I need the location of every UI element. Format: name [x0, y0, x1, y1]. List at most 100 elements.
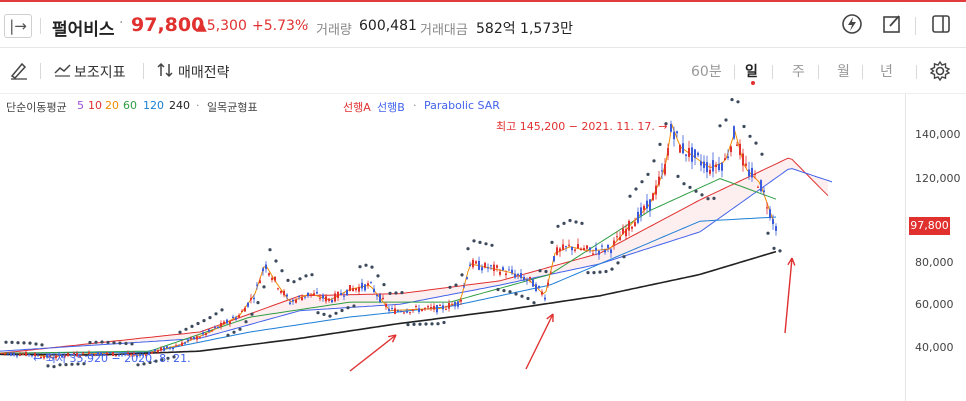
- candle-body: [601, 245, 603, 247]
- candle-body: [241, 310, 243, 312]
- ma10-label: 10: [88, 99, 102, 112]
- sar-dot: [388, 291, 392, 295]
- candle-body: [481, 267, 483, 271]
- candle-body: [250, 297, 252, 300]
- price-axis-border: [905, 94, 906, 401]
- candle-body: [637, 211, 639, 223]
- candle-body: [727, 156, 729, 159]
- candle-body: [478, 260, 480, 270]
- candle-body: [544, 297, 546, 300]
- candle-body: [202, 332, 204, 335]
- candle-body: [358, 286, 360, 292]
- annotation-arrow: [525, 313, 554, 370]
- ma60-label: 60: [123, 99, 137, 112]
- amount-value: 582억 1,573만: [476, 21, 574, 37]
- edit-icon[interactable]: [879, 13, 905, 39]
- candle-body: [190, 337, 192, 339]
- candle-body: [412, 309, 414, 311]
- sar-dot: [526, 296, 530, 301]
- candle-body: [598, 250, 600, 255]
- active-period-dot: [751, 81, 755, 85]
- divider: [734, 65, 735, 79]
- candle-body: [337, 292, 339, 298]
- candle-body: [301, 297, 303, 301]
- sar-dot: [628, 194, 632, 198]
- span-b-line: [0, 168, 833, 352]
- candle-body: [571, 246, 573, 251]
- sar-dot: [238, 327, 242, 331]
- sar-dot: [766, 231, 770, 235]
- candle-body: [760, 180, 762, 192]
- sar-dot: [130, 342, 134, 346]
- sar-dot: [244, 320, 248, 324]
- candle-body: [757, 186, 759, 188]
- indicator-button[interactable]: 보조지표: [74, 65, 126, 81]
- sar-dot: [184, 327, 188, 331]
- candle-body: [472, 259, 474, 268]
- price-chart[interactable]: [0, 94, 906, 401]
- candle-body: [148, 352, 150, 355]
- sar-dot: [136, 363, 140, 367]
- candle-body: [427, 306, 429, 308]
- candle-body: [211, 330, 213, 332]
- sar-dot: [34, 342, 38, 346]
- candle-body: [58, 353, 60, 355]
- expand-icon[interactable]: |→: [4, 14, 32, 38]
- candle-body: [310, 293, 312, 295]
- sar-dot: [346, 306, 350, 310]
- candle-body: [121, 354, 123, 356]
- candle-body: [376, 295, 378, 297]
- sar-dot: [706, 197, 710, 201]
- sar-dot: [748, 134, 752, 138]
- sar-dot: [28, 341, 32, 345]
- candle-body: [505, 273, 507, 275]
- period-year[interactable]: 년: [880, 64, 893, 80]
- period-day[interactable]: 일: [745, 64, 758, 80]
- sar-dot: [112, 341, 116, 345]
- period-month[interactable]: 월: [837, 64, 850, 80]
- sar-dot: [478, 240, 482, 244]
- sar-dot: [46, 364, 50, 368]
- pen-icon[interactable]: [8, 59, 30, 85]
- candle-body: [496, 265, 498, 268]
- candle-body: [391, 308, 393, 310]
- sar-dot: [328, 314, 332, 318]
- sar-dot: [412, 322, 416, 326]
- candle-body: [475, 261, 477, 264]
- candle-body: [631, 226, 633, 229]
- candle-body: [448, 303, 450, 309]
- sar-dot: [298, 277, 302, 281]
- strategy-button[interactable]: 매매전략: [178, 65, 230, 81]
- candle-body: [154, 349, 156, 352]
- sar-dot: [220, 308, 224, 312]
- arrow-head: [546, 313, 554, 323]
- candle-body: [490, 265, 492, 267]
- sar-dot: [490, 243, 494, 247]
- panel-icon[interactable]: [928, 13, 954, 39]
- candle-body: [553, 256, 555, 262]
- stock-name[interactable]: 펄어비스: [52, 20, 115, 40]
- candle-body: [13, 352, 15, 356]
- candle-body: [361, 282, 363, 289]
- candle-body: [508, 269, 510, 271]
- arrow-head: [787, 257, 796, 266]
- candle-body: [130, 353, 132, 355]
- candle-body: [685, 154, 687, 156]
- sar-dot: [502, 289, 506, 293]
- candle-body: [76, 353, 78, 357]
- candle-body: [325, 296, 327, 302]
- candle-body: [313, 293, 315, 296]
- sar-dot: [88, 340, 92, 345]
- sar-dot: [622, 255, 626, 259]
- period-60min[interactable]: 60분: [691, 64, 722, 80]
- sar-dot: [400, 291, 404, 295]
- sar-dot: [16, 341, 20, 345]
- candle-body: [82, 352, 84, 354]
- candle-body: [142, 354, 144, 356]
- candle-body: [94, 354, 96, 356]
- lightning-icon[interactable]: [839, 13, 865, 39]
- sar-dot: [58, 363, 62, 367]
- divider: [40, 18, 41, 34]
- period-week[interactable]: 주: [792, 64, 805, 80]
- gear-icon[interactable]: [929, 60, 951, 86]
